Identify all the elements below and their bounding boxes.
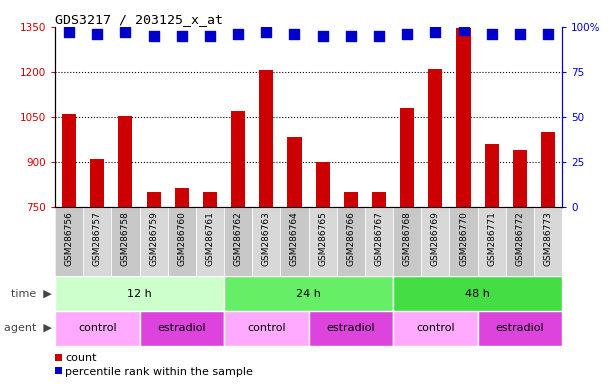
Bar (506, 207, 534, 276)
Text: GSM286761: GSM286761 (205, 211, 214, 266)
Point (120, 29, 130, 35)
Text: control: control (78, 323, 117, 333)
Bar (365, 207, 393, 276)
Bar (309, 207, 337, 276)
Bar (478, 207, 506, 276)
Bar (393, 276, 562, 311)
Point (290, 31, 299, 37)
Bar (167, 207, 196, 276)
Bar (400, 108, 414, 207)
Text: 24 h: 24 h (296, 289, 321, 299)
Text: GSM286770: GSM286770 (459, 211, 468, 266)
Text: GSM286772: GSM286772 (515, 211, 524, 266)
Bar (428, 69, 442, 207)
Point (177, 33, 187, 39)
Bar (541, 132, 555, 207)
Bar (372, 192, 386, 207)
Text: GSM286769: GSM286769 (431, 211, 440, 266)
Text: GSM286766: GSM286766 (346, 211, 356, 266)
Bar (450, 207, 478, 276)
Text: GSM286758: GSM286758 (121, 211, 130, 266)
Bar (393, 207, 421, 276)
Bar (513, 150, 527, 207)
Point (262, 29, 271, 35)
Point (430, 29, 440, 35)
Text: GSM286763: GSM286763 (262, 211, 271, 266)
Bar (478, 311, 562, 346)
Bar (421, 207, 450, 276)
Bar (337, 207, 365, 276)
Text: estradiol: estradiol (496, 323, 544, 333)
Text: 12 h: 12 h (127, 289, 152, 299)
Text: GSM286762: GSM286762 (233, 211, 243, 266)
Text: 48 h: 48 h (465, 289, 490, 299)
Text: GSM286767: GSM286767 (375, 211, 384, 266)
Text: percentile rank within the sample: percentile rank within the sample (65, 367, 253, 377)
Text: GSM286773: GSM286773 (544, 211, 552, 266)
Bar (119, 116, 133, 207)
Bar (55, 207, 83, 276)
Bar (147, 192, 161, 207)
Text: time  ▶: time ▶ (11, 289, 52, 299)
Text: GDS3217 / 203125_x_at: GDS3217 / 203125_x_at (55, 13, 223, 26)
Point (515, 31, 525, 37)
Point (148, 33, 158, 39)
Point (402, 31, 412, 37)
Text: GSM286764: GSM286764 (290, 211, 299, 266)
Text: estradiol: estradiol (326, 323, 375, 333)
Bar (90, 159, 104, 207)
Point (459, 27, 469, 33)
Text: GSM286760: GSM286760 (177, 211, 186, 266)
Point (205, 33, 215, 39)
Point (92, 31, 102, 37)
Bar (287, 137, 301, 207)
Bar (534, 207, 562, 276)
Bar (231, 111, 245, 207)
Bar (55, 276, 224, 311)
Text: GSM286765: GSM286765 (318, 211, 327, 266)
Bar (224, 311, 309, 346)
Bar (139, 207, 167, 276)
Bar (456, 28, 470, 207)
Bar (344, 192, 358, 207)
Point (374, 33, 384, 39)
Text: control: control (416, 323, 455, 333)
Bar (224, 276, 393, 311)
Bar (175, 188, 189, 207)
Point (318, 33, 327, 39)
Bar (62, 114, 76, 207)
Bar (259, 71, 273, 207)
Bar (280, 207, 309, 276)
Bar (224, 207, 252, 276)
Text: GSM286757: GSM286757 (93, 211, 102, 266)
Bar (196, 207, 224, 276)
Text: GSM286759: GSM286759 (149, 211, 158, 266)
Text: count: count (65, 353, 97, 363)
Text: GSM286768: GSM286768 (403, 211, 412, 266)
Bar (203, 192, 217, 207)
Bar (485, 144, 499, 207)
Point (346, 33, 356, 39)
Bar (55, 311, 139, 346)
Point (64, 29, 74, 35)
Text: estradiol: estradiol (158, 323, 206, 333)
Bar (83, 207, 111, 276)
Bar (139, 311, 224, 346)
Text: control: control (247, 323, 285, 333)
Text: GSM286756: GSM286756 (65, 211, 73, 266)
Bar (55, 207, 562, 276)
Bar (111, 207, 139, 276)
Text: agent  ▶: agent ▶ (4, 323, 52, 333)
Point (233, 31, 243, 37)
Bar (309, 311, 393, 346)
Bar (316, 162, 330, 207)
Bar (252, 207, 280, 276)
Point (543, 31, 553, 37)
Text: GSM286771: GSM286771 (487, 211, 496, 266)
Point (487, 31, 497, 37)
Bar (393, 311, 478, 346)
